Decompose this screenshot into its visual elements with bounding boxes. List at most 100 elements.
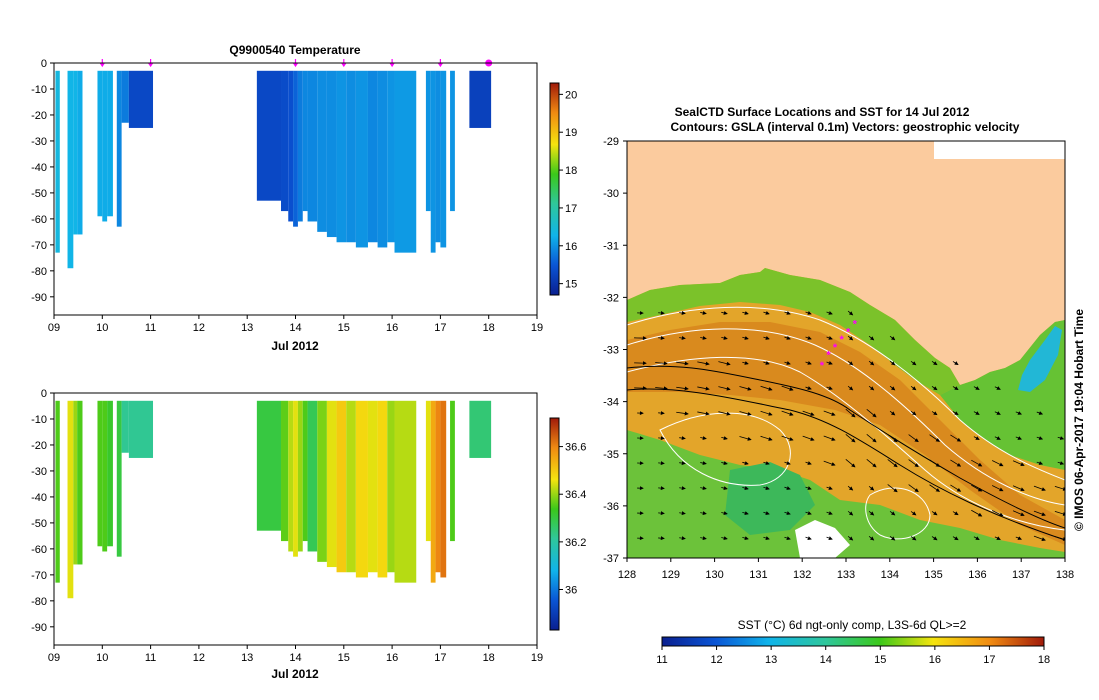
salinity-x-label: Jul 2012: [271, 667, 319, 681]
velocity-vector: [826, 486, 833, 490]
velocity-vector: [760, 410, 773, 416]
x-tick-label: 19: [531, 322, 543, 334]
profile-cell: [297, 70, 303, 222]
velocity-vector: [805, 461, 812, 465]
velocity-vector: [1036, 411, 1044, 415]
velocity-vector: [889, 360, 896, 366]
sst-colorbar-tick-label: 12: [710, 654, 722, 666]
profile-cell: [73, 400, 78, 565]
velocity-vector: [700, 486, 707, 491]
velocity-vector: [784, 311, 791, 315]
velocity-vector: [866, 459, 877, 468]
salinity-y-axis: 0 -10 -20 -30 -40 -50 -60 -70 -80 -90: [31, 388, 54, 634]
velocity-vector: [784, 511, 791, 515]
gsla-contour: [627, 328, 1065, 506]
velocity-vector: [1012, 460, 1025, 467]
y-tick-label: -40: [31, 162, 47, 174]
temperature-colorbar: [549, 82, 560, 296]
velocity-vector: [1033, 535, 1046, 541]
map-y-axis: -29 -30 -31 -32 -33 -34 -35 -36 -37: [603, 136, 627, 565]
velocity-vector: [845, 408, 856, 418]
profile-cell: [121, 70, 129, 123]
profile-marker: [99, 59, 105, 68]
x-tick-label: 18: [483, 652, 495, 664]
profile-cell: [425, 400, 431, 542]
velocity-vector: [763, 511, 770, 515]
velocity-vector: [868, 335, 875, 341]
velocity-vector: [655, 361, 668, 366]
velocity-vector: [802, 435, 815, 441]
velocity-vector: [697, 386, 710, 391]
profile-cell: [430, 70, 436, 253]
velocity-vector: [971, 509, 983, 517]
y-tick-label: -70: [31, 240, 47, 252]
profile-marker: [341, 59, 347, 68]
velocity-vector: [676, 386, 689, 391]
no-data-cloud: [795, 520, 850, 558]
imos-side-label: © IMOS 06-Apr-2017 19:04 Hobart Time: [1072, 309, 1086, 531]
velocity-vector: [721, 486, 728, 491]
profile-cell: [281, 400, 289, 542]
velocity-vector: [1036, 461, 1044, 465]
velocity-vector: [910, 511, 917, 516]
profile-cell: [440, 70, 447, 248]
velocity-vector: [994, 411, 1001, 415]
velocity-vector: [908, 459, 919, 468]
x-tick-label: 13: [241, 322, 253, 334]
velocity-vector: [847, 310, 854, 316]
map-title: SealCTD Surface Locations and SST for 14…: [675, 105, 970, 119]
y-tick-label: -90: [31, 622, 47, 634]
profile-cell: [293, 70, 298, 227]
map-y-tick-label: -31: [603, 240, 619, 252]
velocity-vector: [805, 511, 812, 515]
velocity-vector: [697, 411, 710, 416]
profile-cell: [256, 400, 282, 531]
map-y-tick-label: -34: [603, 397, 619, 409]
seal-location-marker: *: [826, 350, 831, 362]
x-tick-label: 18: [483, 322, 495, 334]
profile-cell: [128, 400, 154, 458]
velocity-vector: [845, 433, 856, 443]
map-x-tick-label: 134: [881, 569, 899, 581]
velocity-vector: [847, 510, 854, 516]
velocity-vector: [973, 411, 980, 415]
no-data-corner: [934, 141, 1065, 159]
velocity-vector: [805, 361, 812, 365]
velocity-vector: [823, 460, 836, 466]
y-tick-label: -90: [31, 292, 47, 304]
colorbar-tick-label: 17: [565, 203, 577, 215]
velocity-vector: [991, 510, 1004, 517]
sst-colorbar: [661, 636, 1045, 647]
velocity-vector: [742, 536, 749, 541]
velocity-vector: [658, 336, 665, 340]
velocity-vector: [742, 336, 749, 340]
velocity-vector: [763, 336, 770, 340]
seal-track: ******: [820, 318, 858, 372]
velocity-vector: [721, 511, 728, 516]
velocity-vector: [910, 385, 917, 391]
x-tick-label: 12: [193, 322, 205, 334]
x-tick-label: 10: [96, 652, 108, 664]
velocity-vector: [991, 485, 1004, 492]
profile-cell: [387, 70, 395, 243]
map-x-tick-label: 132: [793, 569, 811, 581]
velocity-vector: [805, 486, 812, 490]
velocity-vector: [760, 435, 773, 441]
velocity-vector: [971, 484, 983, 492]
profile-cell: [116, 400, 122, 557]
velocity-vector: [952, 361, 959, 365]
profile-cell: [288, 70, 294, 222]
profile-cell: [425, 70, 431, 212]
velocity-vector: [908, 434, 919, 443]
colorbar-tick-label: 16: [565, 241, 577, 253]
velocity-vector: [1012, 510, 1025, 517]
sst-colorbar-tick-label: 18: [1038, 654, 1050, 666]
velocity-vector: [866, 434, 877, 443]
x-tick-label: 16: [386, 652, 398, 664]
x-tick-label: 15: [338, 652, 350, 664]
map-y-tick-label: -33: [603, 345, 619, 357]
profile-cell: [387, 400, 395, 573]
velocity-vector: [929, 484, 940, 492]
velocity-vector: [845, 458, 856, 468]
salinity-profiles: [55, 400, 492, 599]
